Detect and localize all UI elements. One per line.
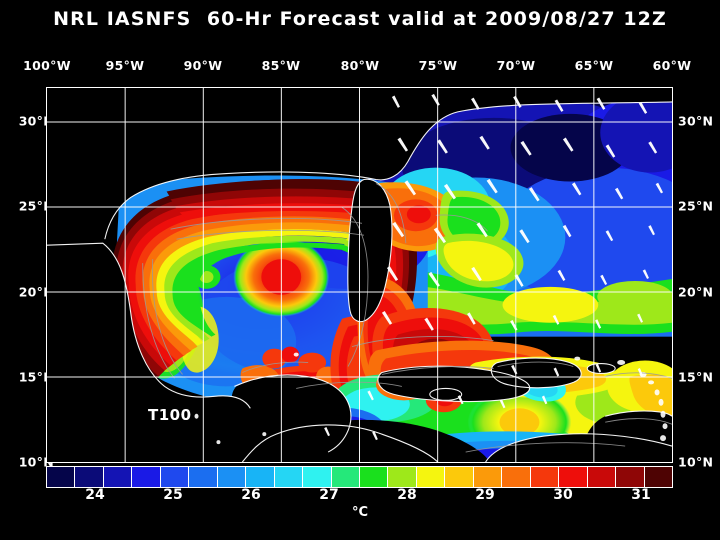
colorbar-cell	[587, 467, 617, 487]
lat-label-right-30n: 30°N	[678, 113, 714, 129]
colorbar-cell	[473, 467, 503, 487]
lat-label-right-15n: 15°N	[678, 369, 714, 385]
lon-label-85w: 85°W	[261, 58, 301, 73]
map-plot-area[interactable]: T100	[46, 87, 673, 463]
lon-label-70w: 70°W	[496, 58, 536, 73]
colorbar-cell	[217, 467, 247, 487]
colorbar-tick-31: 31	[631, 487, 651, 503]
lat-label-right-20n: 20°N	[678, 284, 714, 300]
lat-label-left-25n: 25°N	[18, 198, 54, 214]
colorbar-cell	[644, 467, 672, 487]
colorbar-units-label: °C	[351, 505, 369, 520]
lat-label-left-10n: 10°N	[18, 454, 54, 470]
lon-label-100w: 100°W	[23, 58, 71, 73]
colorbar-cell	[189, 467, 218, 487]
colorbar-cell	[303, 467, 332, 487]
colorbar-cell	[331, 467, 360, 487]
colorbar-tick-28: 28	[397, 487, 417, 503]
colorbar-cell	[359, 467, 389, 487]
colorbar-tick-27: 27	[319, 487, 339, 503]
colorbar-cell	[246, 467, 275, 487]
lat-label-left-30n: 30°N	[18, 113, 54, 129]
colorbar-tick-25: 25	[163, 487, 183, 503]
colorbar-cell	[616, 467, 645, 487]
sst-heatmap	[47, 88, 672, 462]
lat-label-left-20n: 20°N	[18, 284, 54, 300]
lat-label-left-15n: 15°N	[18, 369, 54, 385]
colorbar-cell	[502, 467, 531, 487]
colorbar-cell	[530, 467, 560, 487]
colorbar-cell	[416, 467, 446, 487]
colorbar-cell	[445, 467, 474, 487]
lon-label-65w: 65°W	[574, 58, 614, 73]
lon-label-80w: 80°W	[340, 58, 380, 73]
page-title: NRL IASNFS 60-Hr Forecast valid at 2009/…	[53, 8, 667, 30]
colorbar-tick-29: 29	[475, 487, 495, 503]
colorbar	[46, 466, 673, 488]
lon-label-60w: 60°W	[652, 58, 692, 73]
lat-label-right-25n: 25°N	[678, 198, 714, 214]
lon-label-75w: 75°W	[418, 58, 458, 73]
colorbar-cell	[47, 467, 76, 487]
colorbar-tick-30: 30	[553, 487, 573, 503]
lon-label-90w: 90°W	[183, 58, 223, 73]
colorbar-tick-26: 26	[241, 487, 261, 503]
lon-label-95w: 95°W	[105, 58, 145, 73]
field-label-t100: T100	[148, 406, 192, 424]
colorbar-cell	[160, 467, 190, 487]
colorbar-cell	[132, 467, 161, 487]
colorbar-cell	[103, 467, 133, 487]
colorbar-cell	[388, 467, 417, 487]
colorbar-cell	[75, 467, 104, 487]
colorbar-cell	[274, 467, 304, 487]
lat-label-right-10n: 10°N	[678, 454, 714, 470]
colorbar-cell	[559, 467, 588, 487]
colorbar-tick-24: 24	[85, 487, 105, 503]
